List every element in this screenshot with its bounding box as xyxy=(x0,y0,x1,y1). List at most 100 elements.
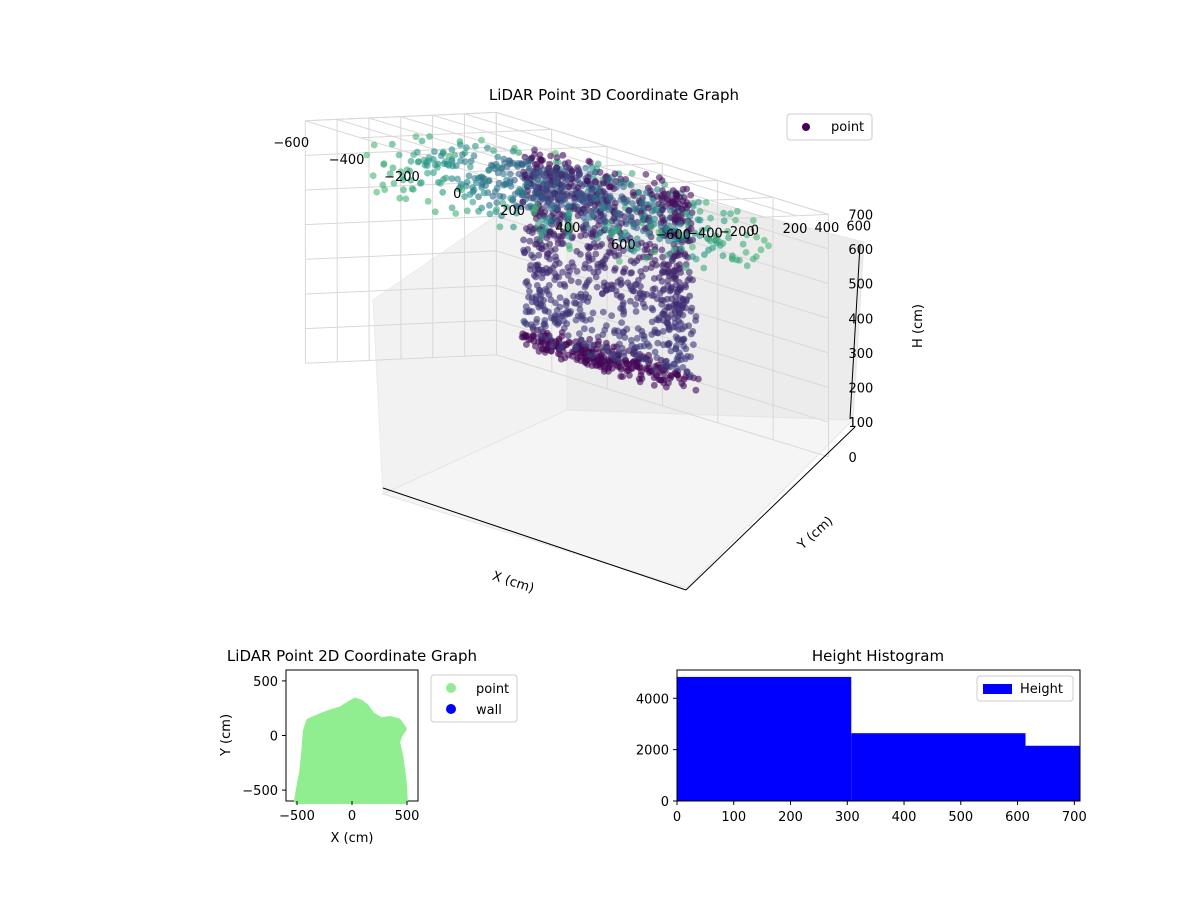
point-3d-marker xyxy=(608,230,616,238)
point-3d-marker xyxy=(556,344,564,352)
point-3d-marker xyxy=(611,327,618,334)
point-3d-marker xyxy=(566,224,573,232)
point-3d-marker xyxy=(581,264,588,272)
point-3d-marker xyxy=(389,164,397,172)
point-3d-marker xyxy=(592,362,600,369)
point-3d-marker xyxy=(491,165,499,173)
point-3d-marker xyxy=(654,339,662,347)
point-3d-marker xyxy=(413,148,421,156)
point-3d-marker xyxy=(559,268,566,276)
point-3d-marker xyxy=(671,225,679,233)
x-tick-label-hist: 500 xyxy=(948,810,973,825)
legend-3d-label: point xyxy=(831,120,864,135)
point-3d-marker xyxy=(551,270,559,278)
point-3d-marker xyxy=(671,306,679,314)
point-3d-marker xyxy=(432,161,439,169)
point-3d-marker xyxy=(627,181,635,189)
point-3d-marker xyxy=(632,205,640,212)
hist-axes xyxy=(676,669,1081,802)
point-3d-marker xyxy=(682,252,689,260)
point-3d-marker xyxy=(655,274,663,281)
point-3d-marker xyxy=(582,281,590,289)
point-3d-marker xyxy=(485,166,492,174)
point-3d-marker xyxy=(546,229,554,236)
point-3d-marker xyxy=(633,235,641,243)
point-3d-marker xyxy=(564,176,571,183)
x-tick-label-hist: 600 xyxy=(1005,810,1030,825)
point-3d-marker xyxy=(402,195,410,203)
x-tick-label-hist: 100 xyxy=(721,810,746,825)
point-3d-marker xyxy=(584,242,592,250)
point-3d-marker xyxy=(581,325,588,333)
x-tick-label-hist: 0 xyxy=(673,810,681,825)
plot-histogram: Height Histogram 0 100 200 300 400 500 600 7000… xyxy=(636,647,1087,825)
point-3d-marker xyxy=(457,157,464,165)
point-3d-marker xyxy=(540,345,548,353)
point-3d-marker xyxy=(558,240,566,248)
x-tick-label-hist: 200 xyxy=(778,810,803,825)
grid-line xyxy=(496,111,829,215)
point-3d-marker xyxy=(533,160,541,168)
point-3d-marker xyxy=(559,211,566,219)
legend-hist: Height xyxy=(976,675,1074,702)
point-3d-marker xyxy=(653,372,660,380)
point-3d-marker xyxy=(526,288,533,295)
z-tick-label-3d: 600 xyxy=(848,243,873,258)
point-3d-marker xyxy=(671,237,679,244)
point-3d-marker xyxy=(680,376,688,383)
y-tick-label-3d: −400 xyxy=(687,226,723,241)
point-3d-marker xyxy=(576,306,584,313)
point-3d-marker xyxy=(528,308,536,315)
point-3d-marker xyxy=(407,176,415,184)
point-3d-marker xyxy=(546,266,554,274)
z-tick-label-3d: 700 xyxy=(848,208,873,223)
point-3d-marker xyxy=(628,336,635,344)
point-3d-marker xyxy=(430,156,437,163)
point-3d-marker xyxy=(601,223,608,231)
y-axis-label-3d: Y (cm) xyxy=(794,514,836,554)
point-3d-marker xyxy=(575,170,583,178)
point-3d-marker xyxy=(704,225,712,232)
point-3d-marker xyxy=(469,198,477,206)
point-3d-marker xyxy=(621,229,629,236)
point-3d-marker xyxy=(592,168,600,176)
point-3d-marker xyxy=(555,193,563,201)
point-3d-marker xyxy=(380,161,388,168)
legend-2d-label-wall: wall xyxy=(476,703,502,718)
point-3d-marker xyxy=(572,338,580,346)
point-3d-marker xyxy=(566,245,574,253)
point-3d-marker xyxy=(665,339,673,347)
point-3d-marker xyxy=(612,252,619,260)
point-3d-marker xyxy=(671,252,679,260)
x-tick-label-hist: 300 xyxy=(835,810,860,825)
point-3d-marker xyxy=(660,285,668,293)
point-3d-marker xyxy=(765,242,772,250)
grid-line xyxy=(305,354,497,364)
point-3d-marker xyxy=(552,253,559,260)
point-3d-marker xyxy=(557,355,565,363)
point-3d-marker xyxy=(523,180,531,188)
point-3d-marker xyxy=(725,234,732,242)
z-tick-label-3d: 300 xyxy=(848,347,873,362)
point-3d-marker xyxy=(628,341,636,349)
hist-bar xyxy=(677,676,852,801)
point-3d-marker xyxy=(573,268,581,275)
point-3d-marker xyxy=(552,177,560,185)
point-3d-marker xyxy=(742,249,750,256)
point-3d-marker xyxy=(677,231,684,239)
point-3d-marker xyxy=(415,158,423,165)
point-3d-marker xyxy=(608,312,615,320)
hist-bars xyxy=(677,676,1080,801)
point-3d-marker xyxy=(599,358,606,366)
point-3d-marker xyxy=(648,331,656,338)
point-3d-marker xyxy=(533,315,541,323)
point-3d-marker xyxy=(588,255,596,263)
grid-line xyxy=(305,250,497,260)
point-3d-marker xyxy=(536,289,544,297)
point-3d-marker xyxy=(683,368,691,375)
point-3d-marker xyxy=(442,174,450,182)
y-tick-label-hist: 2000 xyxy=(636,744,669,759)
point-3d-marker xyxy=(648,292,656,299)
point-3d-marker xyxy=(629,239,636,247)
